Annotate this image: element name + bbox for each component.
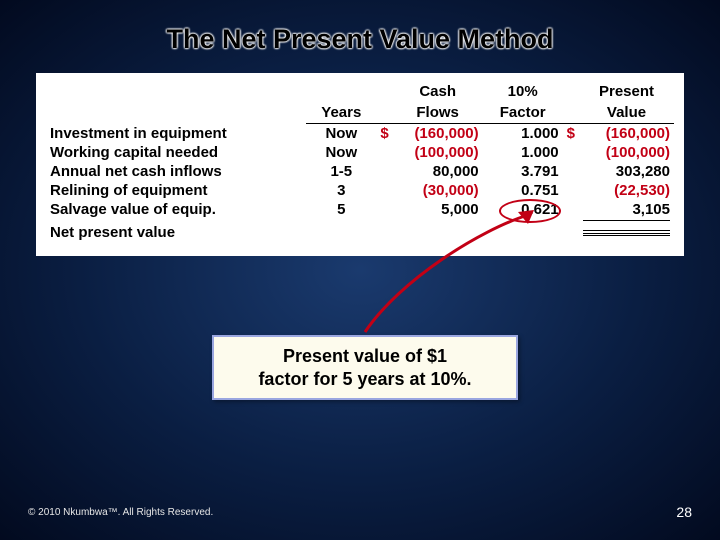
row-label: Relining of equipment bbox=[46, 181, 306, 200]
row-years: Now bbox=[306, 124, 376, 144]
row-cur2 bbox=[563, 181, 579, 200]
th-cur1 bbox=[376, 81, 392, 102]
row-cashflow: (30,000) bbox=[393, 181, 483, 200]
row-cashflow: (160,000) bbox=[393, 124, 483, 144]
callout-line2: factor for 5 years at 10%. bbox=[258, 369, 471, 389]
row-label: Investment in equipment bbox=[46, 124, 306, 144]
th-pv-2: Value bbox=[579, 102, 674, 124]
th-cash-1: Cash bbox=[393, 81, 483, 102]
row-pv: (22,530) bbox=[579, 181, 674, 200]
table-body: Investment in equipmentNow$(160,000)1.00… bbox=[46, 124, 674, 243]
th-cur2 bbox=[563, 81, 579, 102]
th-cur1b bbox=[376, 102, 392, 124]
row-cur2: $ bbox=[563, 124, 579, 144]
callout-box: Present value of $1 factor for 5 years a… bbox=[212, 335, 518, 400]
row-cur2 bbox=[563, 162, 579, 181]
row-pv: (100,000) bbox=[579, 143, 674, 162]
callout-line1: Present value of $1 bbox=[283, 346, 447, 366]
npv-row: Net present value bbox=[46, 223, 674, 242]
th-cash-2: Flows bbox=[393, 102, 483, 124]
row-cashflow: (100,000) bbox=[393, 143, 483, 162]
row-pv: 303,280 bbox=[579, 162, 674, 181]
table-row: Relining of equipment3 (30,000)0.751 (22,5… bbox=[46, 181, 674, 200]
row-factor: 3.791 bbox=[483, 162, 563, 181]
row-label: Annual net cash inflows bbox=[46, 162, 306, 181]
footer-copyright: © 2010 Nkumbwa™. All Rights Reserved. bbox=[28, 507, 213, 518]
row-pv: 3,105 bbox=[579, 200, 674, 219]
table-row: Salvage value of equip.5 5,0000.621 3,105 bbox=[46, 200, 674, 219]
npv-table: Years Cash 10% Present Flows Factor Valu… bbox=[46, 81, 674, 242]
row-cur1 bbox=[376, 200, 392, 219]
row-years: 1-5 bbox=[306, 162, 376, 181]
row-factor: 0.751 bbox=[483, 181, 563, 200]
npv-label: Net present value bbox=[46, 223, 306, 242]
table-row: Investment in equipmentNow$(160,000)1.00… bbox=[46, 124, 674, 144]
table-row: Annual net cash inflows1-5 80,0003.791 303… bbox=[46, 162, 674, 181]
th-factor-1: 10% bbox=[483, 81, 563, 102]
row-years: 5 bbox=[306, 200, 376, 219]
table-row: Working capital neededNow(100,000)1.000(… bbox=[46, 143, 674, 162]
slide-title: The Net Present Value Method bbox=[0, 0, 720, 73]
row-cur1 bbox=[376, 143, 392, 162]
th-pv-1: Present bbox=[579, 81, 674, 102]
row-factor: 0.621 bbox=[483, 200, 563, 219]
th-blank bbox=[46, 81, 306, 124]
row-label: Working capital needed bbox=[46, 143, 306, 162]
th-years: Years bbox=[306, 81, 376, 124]
row-years: 3 bbox=[306, 181, 376, 200]
row-pv: (160,000) bbox=[579, 124, 674, 144]
th-factor-2: Factor bbox=[483, 102, 563, 124]
row-cashflow: 80,000 bbox=[393, 162, 483, 181]
row-label: Salvage value of equip. bbox=[46, 200, 306, 219]
row-factor: 1.000 bbox=[483, 124, 563, 144]
double-rule bbox=[583, 230, 670, 236]
row-factor: 1.000 bbox=[483, 143, 563, 162]
row-cur2 bbox=[563, 143, 579, 162]
row-cur1 bbox=[376, 162, 392, 181]
row-cashflow: 5,000 bbox=[393, 200, 483, 219]
slide-number: 28 bbox=[676, 504, 692, 520]
row-cur1: $ bbox=[376, 124, 392, 144]
row-years: Now bbox=[306, 143, 376, 162]
npv-table-container: Years Cash 10% Present Flows Factor Valu… bbox=[36, 73, 684, 256]
row-cur2 bbox=[563, 200, 579, 219]
th-cur2b bbox=[563, 102, 579, 124]
row-cur1 bbox=[376, 181, 392, 200]
